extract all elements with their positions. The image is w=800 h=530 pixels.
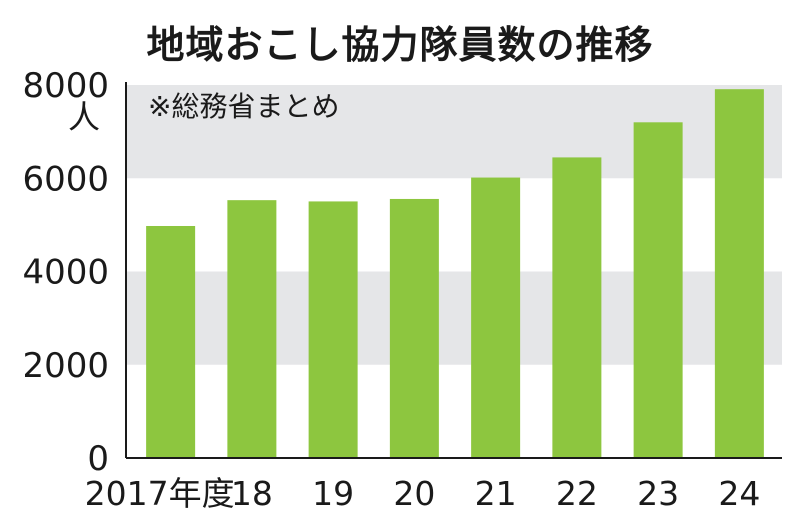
bar (227, 200, 277, 458)
bar (471, 177, 521, 458)
bar (389, 198, 439, 458)
x-tick-label: 21 (475, 474, 517, 513)
x-tick-label: 22 (556, 474, 598, 513)
bar (308, 201, 358, 459)
y-tick-label: 8000 (22, 66, 109, 106)
grid-bands (126, 85, 782, 365)
chart-title: 地域おこし協力隊員数の推移 (146, 23, 654, 67)
bars (146, 89, 764, 459)
x-tick-label: 2017年度 (85, 474, 235, 513)
grid-band (126, 271, 782, 365)
bar (146, 225, 196, 458)
x-tick-label: 24 (718, 474, 760, 513)
y-axis-unit: 人 (68, 98, 100, 136)
y-tick-labels: 0 2000 4000 6000 8000 (22, 66, 109, 479)
x-tick-label: 19 (312, 474, 354, 513)
x-tick-label: 20 (393, 474, 435, 513)
bar (714, 89, 764, 458)
y-tick-label: 4000 (22, 253, 109, 293)
source-note: ※総務省まとめ (148, 90, 339, 123)
y-tick-label: 0 (87, 439, 109, 479)
bar (633, 122, 683, 459)
y-tick-label: 2000 (22, 346, 109, 386)
x-tick-label: 18 (231, 474, 273, 513)
x-tick-label: 23 (637, 474, 679, 513)
bar (552, 157, 602, 458)
y-tick-label: 6000 (22, 159, 109, 199)
